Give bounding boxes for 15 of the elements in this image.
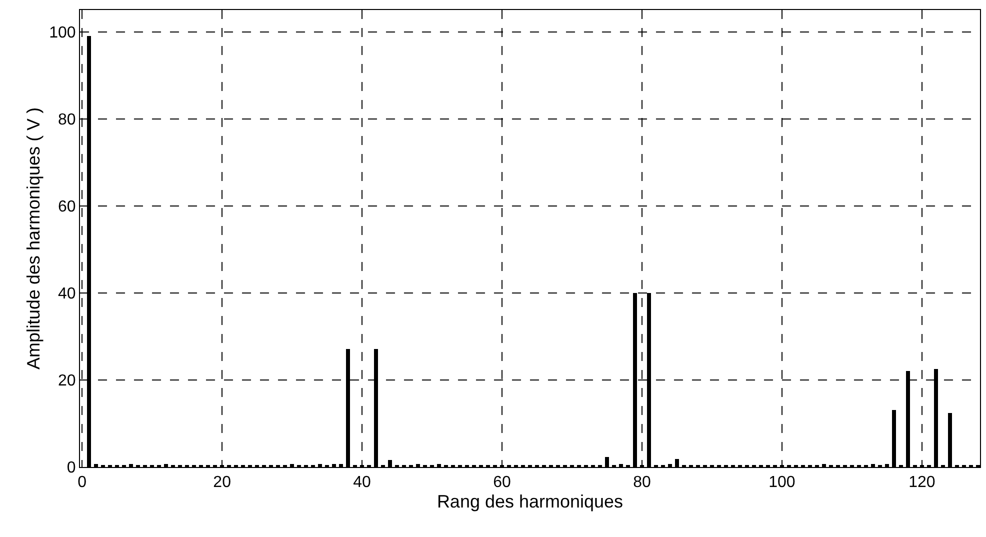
y-tick-label: 80 [58, 111, 76, 128]
x-tick-label: 60 [493, 474, 512, 492]
y-tick-label: 20 [58, 372, 76, 390]
y-tick-label: 100 [49, 24, 76, 42]
x-tick-label: 120 [908, 474, 936, 492]
x-axis-title: Rang des harmoniques [436, 491, 624, 512]
y-axis-title: Amplitude des harmoniques ( V ) [23, 107, 44, 370]
x-tick-label: 100 [768, 474, 796, 492]
y-tick-label: 60 [58, 198, 76, 216]
y-tick-label: 0 [66, 460, 76, 477]
x-tick-label: 0 [78, 474, 87, 492]
x-tick-label: 80 [633, 474, 651, 492]
x-tick-label: 40 [353, 474, 372, 492]
x-tick-label: 20 [213, 474, 232, 492]
y-tick-label: 40 [58, 286, 76, 302]
